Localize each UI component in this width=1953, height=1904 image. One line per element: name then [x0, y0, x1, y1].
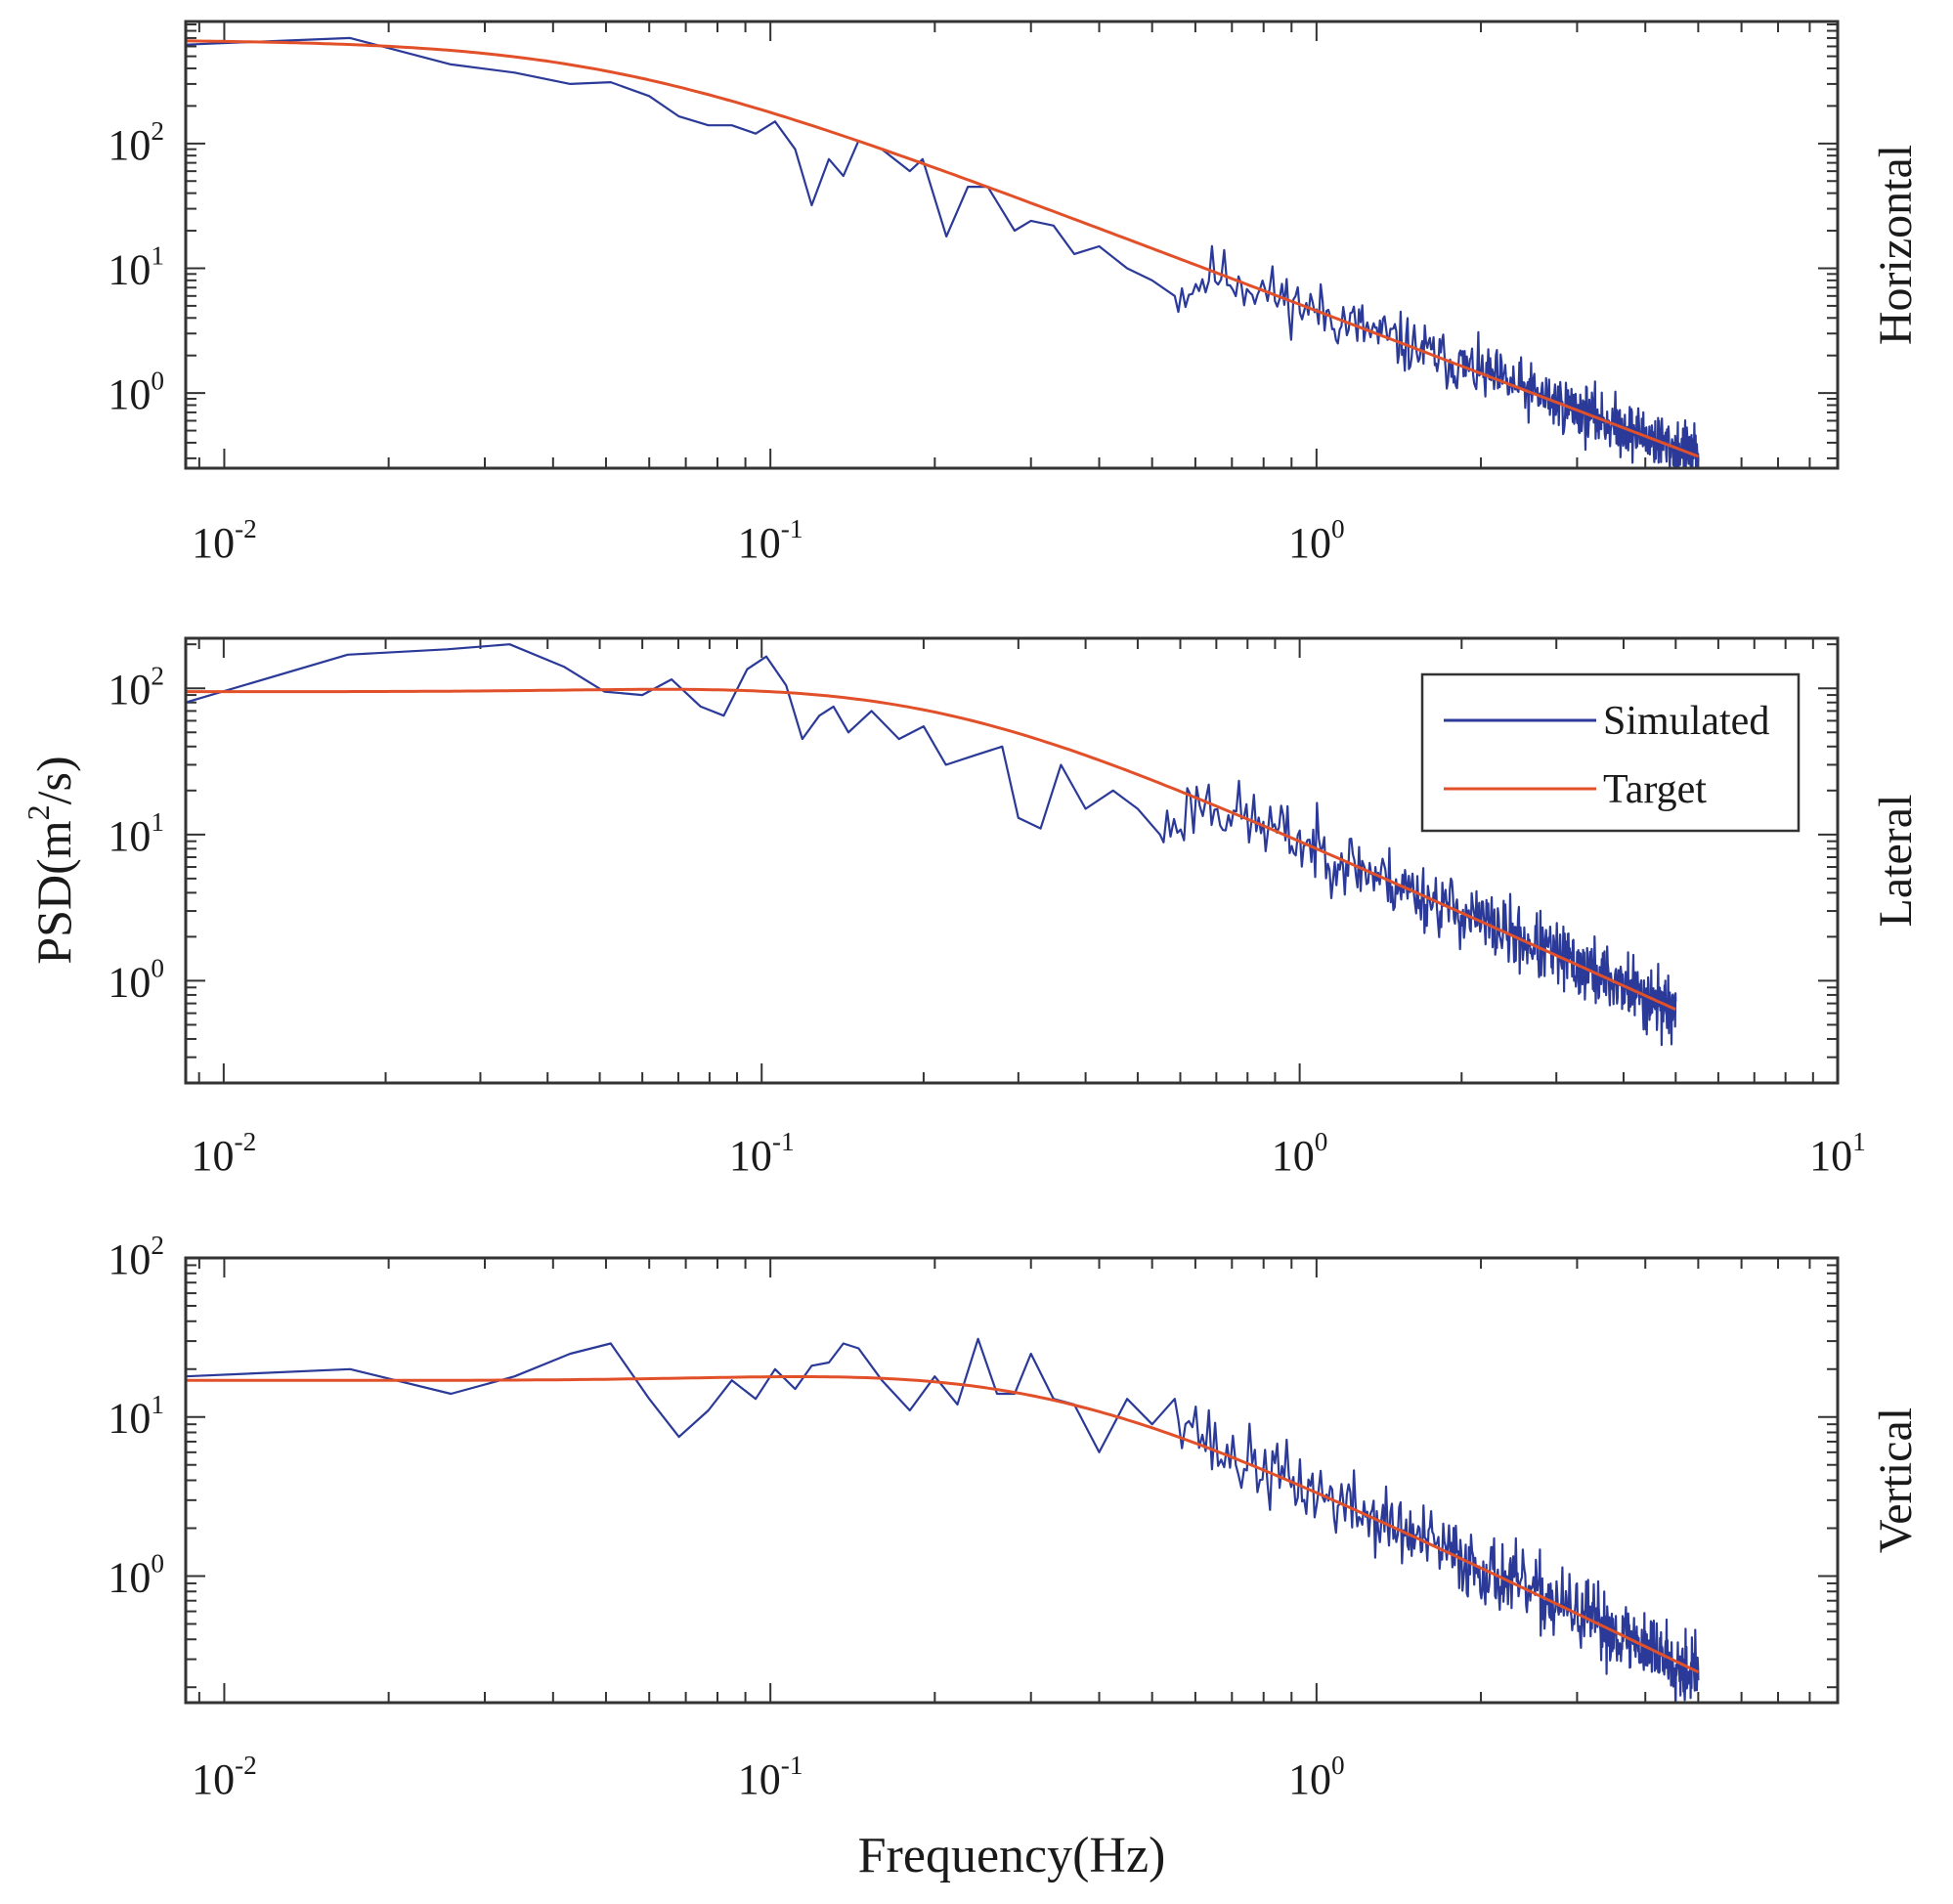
legend-label-simulated: Simulated	[1603, 699, 1769, 744]
axes-box	[184, 636, 1840, 1085]
panel-vertical	[184, 1256, 1840, 1705]
panel-label-vertical: Vertical	[1870, 1407, 1922, 1553]
x-tick-label: 10-2	[191, 1127, 256, 1180]
legend: Simulated Target	[1420, 672, 1801, 833]
x-tick-label: 10-1	[738, 514, 803, 567]
y-axis-label: PSD(m2/s)	[21, 756, 81, 964]
x-tick-label: 100	[1288, 514, 1345, 567]
x-tick-label: 10-2	[192, 514, 257, 567]
y-tick-label: 101	[108, 241, 164, 294]
series-target-horizontal	[186, 39, 1699, 458]
panel-label-lateral: Lateral	[1870, 795, 1922, 928]
series-simulated-horizontal	[186, 36, 1700, 468]
ticks	[186, 22, 1839, 468]
y-tick-label: 102	[108, 661, 164, 714]
x-tick-label: 100	[1288, 1751, 1345, 1803]
x-tick-label: 10-1	[738, 1751, 803, 1803]
axes-box	[184, 1256, 1840, 1705]
x-tick-label: 100	[1272, 1127, 1328, 1180]
ticks	[186, 638, 1839, 1084]
y-tick-label: 100	[108, 366, 164, 418]
y-tick-label: 100	[108, 1549, 164, 1602]
y-tick-label: 100	[108, 954, 164, 1007]
y-tick-label: 102	[108, 116, 164, 169]
x-tick-label: 10-1	[729, 1127, 795, 1180]
y-tick-label: 102	[108, 1231, 164, 1283]
panel-label-horizontal: Horizontal	[1870, 145, 1922, 345]
axes-box	[184, 20, 1840, 470]
y-tick-label: 101	[108, 1390, 164, 1443]
panel-horizontal	[184, 20, 1840, 470]
x-axis-label: Frequency(Hz)	[858, 1828, 1166, 1883]
x-tick-label: 101	[1809, 1127, 1866, 1180]
y-tick-label: 101	[108, 807, 164, 860]
series-target-vertical	[186, 1375, 1700, 1674]
legend-label-target: Target	[1603, 767, 1707, 812]
series-simulated-vertical	[186, 1337, 1700, 1703]
panel-lateral	[184, 636, 1840, 1085]
series-target-lateral	[186, 687, 1676, 1012]
x-tick-label: 10-2	[192, 1751, 257, 1803]
